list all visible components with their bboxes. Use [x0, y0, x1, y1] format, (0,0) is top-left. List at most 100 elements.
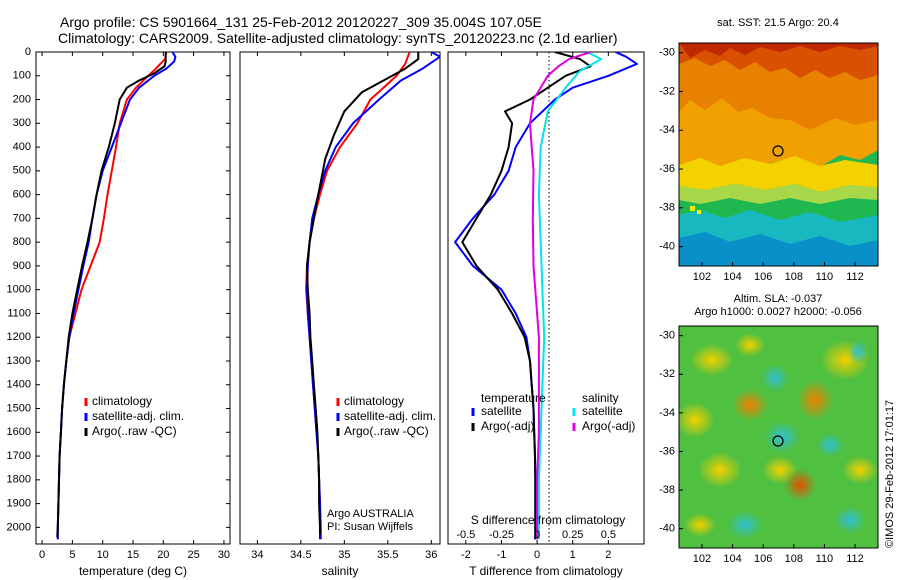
depth-tick-label: 500: [13, 165, 31, 177]
sla-map-title-1: Altim. SLA: -0.037: [734, 293, 823, 305]
depth-tick-label: 400: [13, 141, 31, 153]
lon-tick-label: 108: [785, 271, 803, 283]
depth-tick-label: 200: [13, 93, 31, 105]
depth-tick-label: 0: [25, 46, 31, 58]
depth-tick-label: 900: [13, 260, 31, 272]
salinity-x-label: salinity: [322, 564, 359, 578]
salinity-note-pi: PI: Susan Wijffels: [327, 521, 413, 533]
legend-satellite: satellite-adj. clim.: [92, 409, 184, 423]
temperature-legend: climatology satellite-adj. clim. Argo(..…: [84, 394, 184, 438]
depth-tick-label: 700: [13, 212, 31, 224]
x-tick-label: 35: [338, 549, 350, 561]
temperature-panel: 0100200300400500600700800900100011001200…: [7, 46, 644, 578]
depth-tick-label: 100: [13, 70, 31, 82]
lat-tick-label: -38: [659, 484, 675, 496]
s-diff-tick-label: 0.25: [562, 529, 583, 541]
lon-tick-label: 102: [693, 271, 711, 283]
legend-salinity-satellite: satellite: [582, 404, 623, 418]
x-tick-label: 0: [39, 549, 45, 561]
header-line-1: Argo profile: CS 5901664_131 25-Feb-2012…: [60, 14, 542, 30]
temperature-x-label: temperature (deg C): [79, 564, 187, 578]
float-marker-sst: [772, 145, 784, 157]
sla-map-frame: [678, 325, 879, 549]
temperature-x-axis: 0 5 10 15 20 25 30: [39, 52, 230, 561]
legend-climatology-2: climatology: [344, 394, 404, 408]
series-line-2: [56, 52, 167, 537]
difference-axes-box: [447, 51, 645, 545]
lat-tick-label: -34: [659, 407, 675, 419]
depth-tick-label: 1400: [7, 379, 31, 391]
salinity-panel: 34 34.5 35 35.5 36 salinity climatology sate…: [239, 51, 441, 578]
s-diff-tick-label: 0: [534, 529, 540, 541]
sst-map-image: [679, 43, 878, 266]
credit-text: ©IMOS 29-Feb-2012 17:01:17: [884, 400, 896, 548]
series-line-2: [537, 52, 603, 540]
legend-temperature-argo: Argo(-adj): [481, 419, 534, 433]
sst-map-title: sat. SST: 21.5 Argo: 20.4: [717, 17, 839, 29]
lon-tick-label: 102: [693, 553, 711, 565]
difference-lines: [454, 52, 638, 540]
depth-tick-label: 800: [13, 236, 31, 248]
salinity-difference-axis: -0.5 -0.25 0 0.25 0.5: [456, 529, 616, 541]
salinity-legend: climatology satellite-adj. clim. Argo(..…: [336, 394, 436, 438]
depth-tick-label: 1700: [7, 450, 31, 462]
lat-tick-label: -36: [659, 445, 675, 457]
lat-tick-label: -38: [659, 202, 675, 214]
difference-top-label: S difference from climatology: [471, 513, 626, 527]
lat-tick-label: -32: [659, 85, 675, 97]
depth-tick-label: 1000: [7, 284, 31, 296]
lon-tick-label: 106: [754, 553, 772, 565]
sst-map-panel: sat. SST: 21.5 Argo: 20.4 102 104 106 108 11…: [659, 17, 879, 283]
legend-temperature-title: temperature: [481, 391, 546, 405]
x-tick-label: 1: [570, 549, 576, 561]
lat-tick-label: -40: [659, 523, 675, 535]
depth-tick-label: 1100: [7, 307, 31, 319]
x-tick-label: 35.5: [377, 549, 398, 561]
x-tick-label: 15: [127, 549, 139, 561]
sla-map-image: [679, 326, 878, 548]
lon-tick-label: 110: [816, 553, 834, 565]
depth-tick-label: 600: [13, 189, 31, 201]
lat-tick-label: -30: [659, 330, 675, 342]
s-diff-tick-label: -0.5: [456, 529, 475, 541]
x-tick-label: 20: [157, 549, 169, 561]
x-tick-label: 5: [69, 549, 75, 561]
depth-tick-label: 1900: [7, 498, 31, 510]
x-tick-label: 10: [97, 549, 109, 561]
depth-tick-label: 2000: [7, 521, 31, 533]
x-tick-label: 34.5: [290, 549, 311, 561]
legend-climatology: climatology: [92, 394, 152, 408]
difference-x-label: T difference from climatology: [469, 564, 623, 578]
x-tick-label: 34: [251, 549, 263, 561]
lon-tick-label: 112: [846, 271, 864, 283]
temperature-axes-box: [35, 51, 231, 545]
legend-argo-2: Argo(..raw -QC): [344, 424, 429, 438]
lat-tick-label: -30: [659, 47, 675, 59]
depth-tick-label: 1600: [7, 426, 31, 438]
s-diff-tick-label: -0.25: [489, 529, 514, 541]
x-tick-label: 2: [605, 549, 611, 561]
depth-tick-label: 1800: [7, 474, 31, 486]
x-tick-label: -2: [461, 549, 471, 561]
x-tick-label: 0: [534, 549, 540, 561]
x-tick-label: 30: [218, 549, 230, 561]
x-tick-label: -1: [497, 549, 507, 561]
depth-tick-label: 1200: [7, 331, 31, 343]
lon-tick-label: 108: [785, 553, 803, 565]
lon-tick-label: 104: [723, 271, 741, 283]
sla-map-title-2: Argo h1000: 0.0027 h2000: -0.056: [694, 306, 862, 318]
lat-tick-label: -40: [659, 241, 675, 253]
lon-tick-label: 106: [754, 271, 772, 283]
header-line-2: Climatology: CARS2009. Satellite-adjuste…: [58, 30, 618, 46]
lat-tick-label: -34: [659, 124, 675, 136]
sst-map-frame: [678, 42, 879, 267]
lon-tick-label: 104: [723, 553, 741, 565]
salinity-note-institution: Argo AUSTRALIA: [327, 508, 414, 520]
salinity-lines: [305, 52, 440, 540]
lat-tick-label: -36: [659, 163, 675, 175]
legend-satellite-2: satellite-adj. clim.: [344, 409, 436, 423]
lon-tick-label: 110: [816, 271, 834, 283]
temperature-lines: [56, 52, 177, 540]
depth-tick-label: 1500: [7, 402, 31, 414]
